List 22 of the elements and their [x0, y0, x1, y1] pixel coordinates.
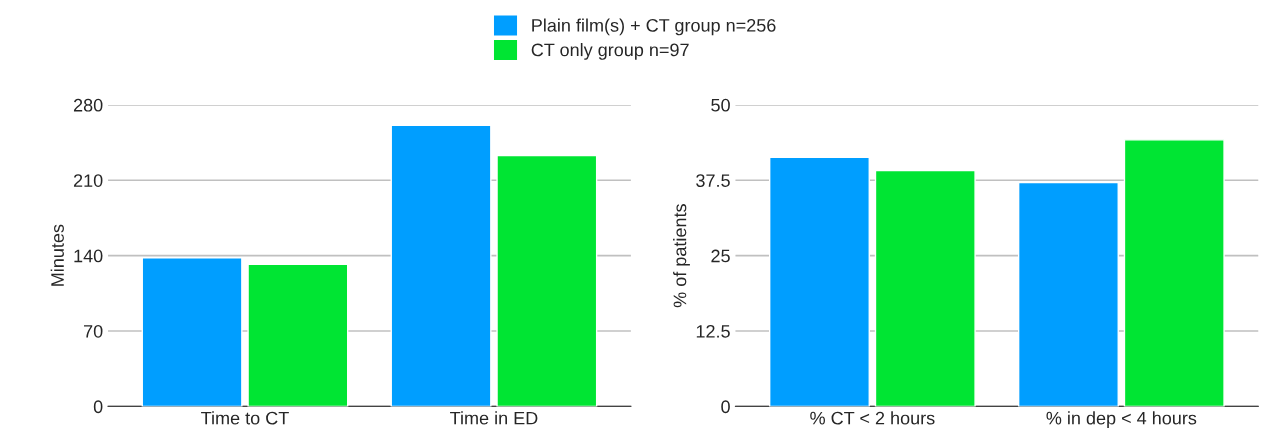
x-tick-label: % in dep < 4 hours: [1046, 411, 1197, 429]
y-tick-label: 25: [711, 249, 730, 263]
y-tick-label: 0: [721, 400, 730, 414]
bar: [496, 154, 598, 407]
x-tick-label: Time in ED: [450, 411, 538, 425]
y-tick-label: 37.5: [696, 174, 730, 187]
y-tick-label: 0: [93, 400, 103, 414]
y-axis-title: % of patients: [673, 204, 690, 308]
legend-label: CT only group n=97: [531, 43, 689, 60]
y-tick-label: 12.5: [696, 324, 730, 338]
y-tick-label: 210: [73, 174, 103, 187]
y-axis-title: Minutes: [50, 224, 64, 286]
x-tick-label: Time to CT: [201, 411, 289, 425]
y-tick-label: 50: [711, 98, 730, 112]
bar: [247, 263, 349, 407]
y-tick-label: 70: [84, 324, 103, 338]
bar: [141, 257, 243, 407]
bar: [390, 124, 492, 407]
y-tick-label: 280: [73, 98, 103, 112]
y-tick-label: 140: [74, 249, 103, 263]
x-tick-label: % CT < 2 hours: [810, 411, 935, 425]
legend-label: Plain film(s) + CT group n=256: [532, 18, 776, 36]
